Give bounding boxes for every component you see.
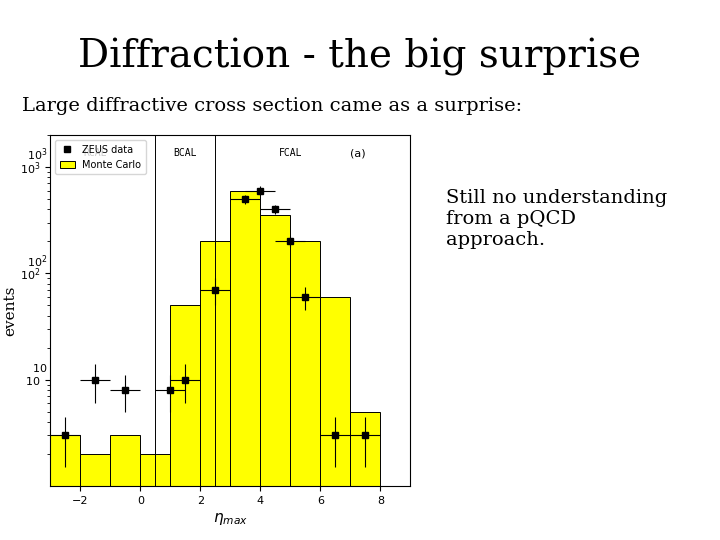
Bar [110,435,140,540]
Text: (a): (a) [350,148,365,158]
Text: RCAL: RCAL [84,148,107,158]
Bar [50,435,81,540]
Text: FCAL: FCAL [279,148,302,158]
Bar [200,241,230,540]
Bar [261,215,290,540]
Bar [290,241,320,540]
Bar [351,411,380,540]
Bar [171,305,200,540]
Bar [230,191,261,540]
Text: $10^2$: $10^2$ [27,253,48,269]
Text: $10$: $10$ [32,362,48,374]
Text: $10^3$: $10^3$ [27,146,48,163]
Text: Diffraction - the big surprise: Diffraction - the big surprise [78,38,642,76]
Text: Still no understanding
from a pQCD
approach.: Still no understanding from a pQCD appro… [446,189,667,248]
Legend: ZEUS data, Monte Carlo: ZEUS data, Monte Carlo [55,140,146,174]
Y-axis label: events: events [4,285,17,336]
Bar [320,297,351,540]
Text: Large diffractive cross section came as a surprise:: Large diffractive cross section came as … [22,97,522,115]
X-axis label: $\eta_{max}$: $\eta_{max}$ [213,511,248,527]
Bar [81,454,110,540]
Bar [140,454,171,540]
Text: BCAL: BCAL [174,148,197,158]
